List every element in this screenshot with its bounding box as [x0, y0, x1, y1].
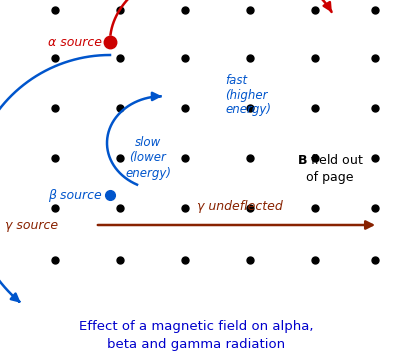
Text: $\mathbf{B}$ field out
of page: $\mathbf{B}$ field out of page [297, 152, 363, 184]
Text: α source: α source [48, 35, 102, 48]
Text: Effect of a magnetic field on alpha,
beta and gamma radiation: Effect of a magnetic field on alpha, bet… [79, 320, 313, 351]
Text: slow
(lower
energy): slow (lower energy) [125, 137, 171, 179]
Text: fast
(higher
energy): fast (higher energy) [225, 73, 271, 117]
Text: γ undeflected: γ undeflected [197, 200, 283, 213]
Text: β source: β source [48, 188, 102, 201]
Text: γ source: γ source [5, 219, 58, 232]
